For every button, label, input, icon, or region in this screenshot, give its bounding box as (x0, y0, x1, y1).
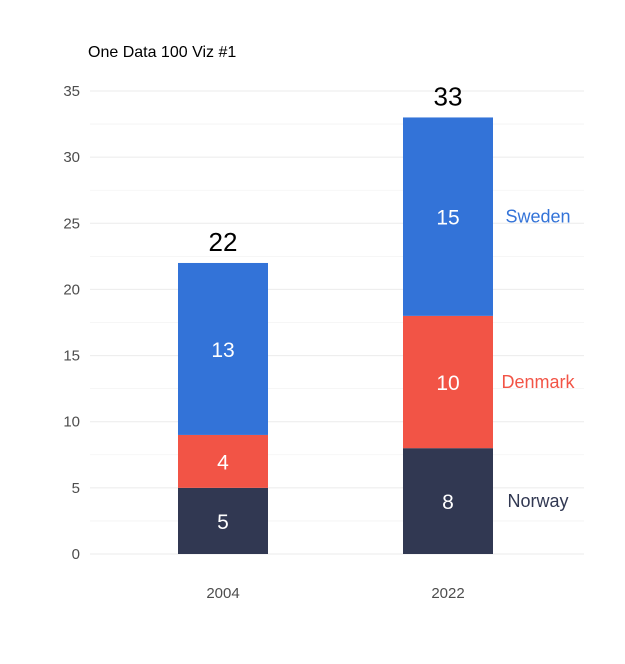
bar-segment-norway (403, 448, 493, 554)
x-tick-label: 2022 (431, 585, 464, 602)
total-value-label: 22 (209, 227, 238, 257)
y-tick-label: 30 (63, 149, 80, 166)
bar-segment-sweden (178, 262, 268, 435)
segment-value-label: 4 (217, 451, 229, 474)
x-axis: 2004 2022 (206, 585, 464, 602)
series-label-denmark: Denmark (501, 372, 575, 392)
bar-segment-denmark (403, 315, 493, 449)
total-value-label: 33 (434, 81, 463, 111)
bar-segment-sweden (403, 117, 493, 316)
bar-segment-norway (178, 487, 268, 554)
y-tick-label: 10 (63, 414, 80, 431)
chart-title: One Data 100 Viz #1 (88, 44, 236, 61)
segment-value-label: 15 (436, 207, 459, 230)
bars (178, 117, 493, 554)
y-tick-label: 25 (63, 215, 80, 232)
series-label-norway: Norway (507, 491, 568, 511)
y-tick-label: 0 (72, 546, 80, 563)
segment-value-label: 5 (217, 511, 229, 534)
y-tick-label: 35 (63, 83, 80, 100)
x-tick-label: 2004 (206, 585, 239, 602)
segment-value-label: 8 (442, 491, 454, 514)
series-labels: Norway Denmark Sweden (501, 207, 575, 511)
segment-value-label: 13 (211, 339, 234, 362)
bar-segment-denmark (178, 434, 268, 488)
series-label-sweden: Sweden (505, 207, 570, 227)
y-axis: 0 5 10 15 20 25 30 35 (63, 83, 80, 563)
y-tick-label: 15 (63, 348, 80, 365)
gridlines (90, 90, 584, 555)
segment-value-label: 10 (436, 372, 459, 395)
data-labels: 5 4 13 22 8 10 15 33 (209, 81, 463, 533)
y-tick-label: 5 (72, 480, 80, 497)
y-tick-label: 20 (63, 281, 80, 298)
